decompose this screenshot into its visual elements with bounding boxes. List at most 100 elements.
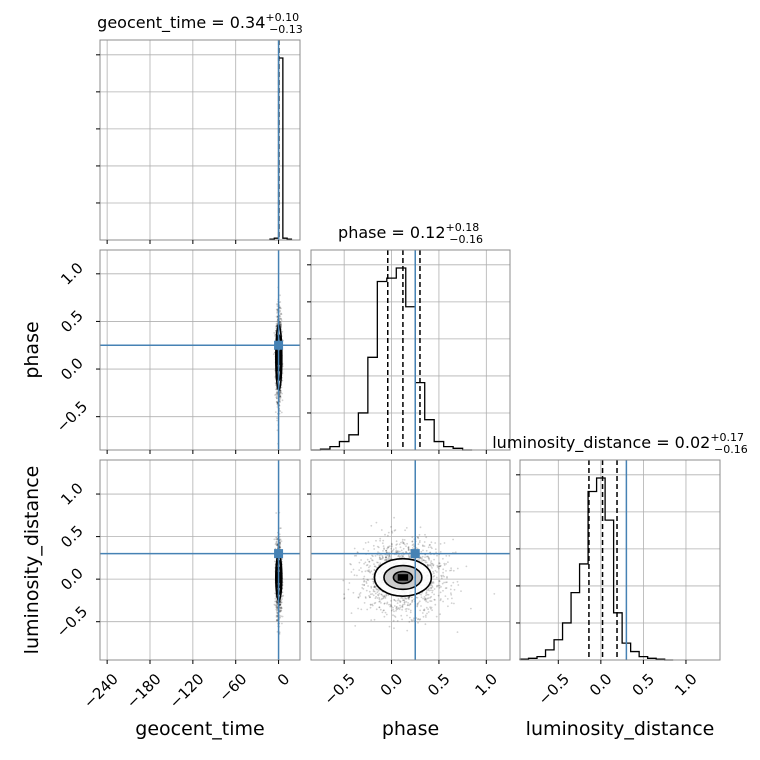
sample-point bbox=[401, 538, 404, 541]
sample-point bbox=[379, 539, 381, 542]
sample-point bbox=[279, 315, 282, 318]
sample-point bbox=[278, 545, 281, 547]
sample-point bbox=[276, 619, 278, 621]
sample-point bbox=[403, 539, 406, 541]
sample-point bbox=[378, 606, 381, 609]
sample-point bbox=[378, 597, 381, 599]
sample-point bbox=[421, 544, 424, 547]
panel-frame-geocent_time bbox=[99, 39, 301, 241]
sample-point bbox=[368, 570, 371, 573]
sample-point bbox=[279, 307, 281, 309]
sample-point bbox=[404, 608, 407, 610]
sample-point bbox=[425, 594, 427, 597]
sample-point bbox=[276, 600, 278, 603]
sample-point bbox=[445, 555, 448, 557]
sample-point bbox=[279, 321, 281, 323]
sample-point bbox=[428, 564, 431, 567]
sample-point bbox=[276, 392, 279, 395]
sample-point bbox=[356, 574, 358, 577]
sample-point bbox=[408, 596, 411, 599]
sample-point bbox=[374, 597, 377, 600]
sample-point bbox=[431, 609, 433, 612]
sample-point bbox=[385, 559, 388, 561]
sample-point bbox=[443, 562, 446, 565]
sample-point bbox=[456, 580, 459, 583]
sample-point bbox=[358, 561, 361, 564]
sample-point bbox=[280, 540, 283, 542]
sample-point bbox=[411, 599, 414, 602]
sample-point bbox=[433, 593, 435, 596]
sample-point bbox=[279, 395, 281, 398]
sample-point bbox=[401, 554, 403, 557]
sample-point bbox=[275, 542, 278, 545]
sample-point bbox=[279, 321, 282, 323]
sample-point bbox=[436, 554, 438, 557]
sample-point bbox=[421, 612, 424, 614]
sample-point bbox=[408, 604, 411, 607]
sample-point bbox=[406, 604, 409, 607]
sample-point bbox=[393, 599, 396, 602]
sample-point bbox=[394, 529, 397, 531]
sample-point bbox=[404, 597, 406, 599]
sample-point bbox=[378, 592, 381, 595]
title-phase: phase = 0.12+0.18 −0.16 bbox=[338, 221, 483, 246]
sample-point bbox=[368, 560, 371, 563]
sample-point bbox=[279, 541, 282, 543]
sample-point bbox=[279, 323, 282, 325]
sample-point bbox=[370, 557, 372, 560]
sample-point bbox=[405, 597, 408, 600]
sample-point bbox=[425, 561, 428, 564]
sample-point bbox=[442, 600, 444, 603]
sample-point bbox=[275, 605, 278, 607]
sample-point bbox=[373, 585, 376, 587]
sample-point bbox=[276, 397, 278, 400]
sample-point bbox=[350, 563, 352, 566]
sample-point bbox=[425, 591, 428, 594]
sample-point bbox=[358, 569, 361, 571]
sample-point bbox=[375, 566, 378, 569]
sample-point bbox=[365, 582, 368, 584]
sample-point bbox=[383, 602, 386, 605]
sample-point bbox=[419, 557, 422, 560]
sample-point bbox=[381, 597, 384, 600]
sample-point bbox=[369, 603, 372, 606]
sample-point bbox=[366, 564, 369, 566]
sample-point bbox=[430, 583, 433, 585]
sample-point bbox=[449, 588, 452, 591]
sample-point bbox=[279, 410, 282, 412]
sample-point bbox=[380, 602, 382, 604]
x-tick-label-luminosity_distance-0: −0.5 bbox=[535, 670, 573, 708]
sample-point bbox=[403, 599, 406, 602]
sample-point bbox=[275, 325, 277, 328]
sample-point bbox=[437, 584, 440, 587]
sample-point bbox=[280, 609, 283, 612]
sample-point bbox=[416, 604, 419, 607]
x-axis-label-geocent_time: geocent_time bbox=[135, 718, 264, 740]
sample-point bbox=[403, 601, 406, 604]
sample-point bbox=[274, 592, 276, 595]
sample-point bbox=[280, 307, 282, 310]
sample-point bbox=[275, 614, 278, 617]
sample-point bbox=[448, 554, 451, 557]
sample-point bbox=[424, 597, 426, 600]
sample-point bbox=[440, 577, 443, 580]
sample-point bbox=[275, 610, 278, 612]
sample-point bbox=[408, 621, 411, 623]
y-tick-label-luminosity_distance-1: 0.0 bbox=[57, 564, 87, 594]
sample-point bbox=[429, 607, 432, 610]
sample-point bbox=[387, 594, 390, 597]
sample-point bbox=[274, 597, 277, 600]
sample-point bbox=[380, 593, 383, 596]
sample-point bbox=[280, 606, 282, 609]
sample-point bbox=[382, 596, 385, 598]
sample-point bbox=[373, 568, 376, 571]
sample-point bbox=[371, 604, 374, 607]
sample-point bbox=[361, 587, 364, 589]
sample-point bbox=[375, 608, 378, 611]
sample-point bbox=[440, 598, 442, 600]
sample-point bbox=[281, 330, 284, 333]
sample-point bbox=[383, 547, 385, 549]
sample-point bbox=[450, 593, 453, 596]
sample-point bbox=[273, 538, 276, 541]
sample-point bbox=[275, 544, 278, 547]
